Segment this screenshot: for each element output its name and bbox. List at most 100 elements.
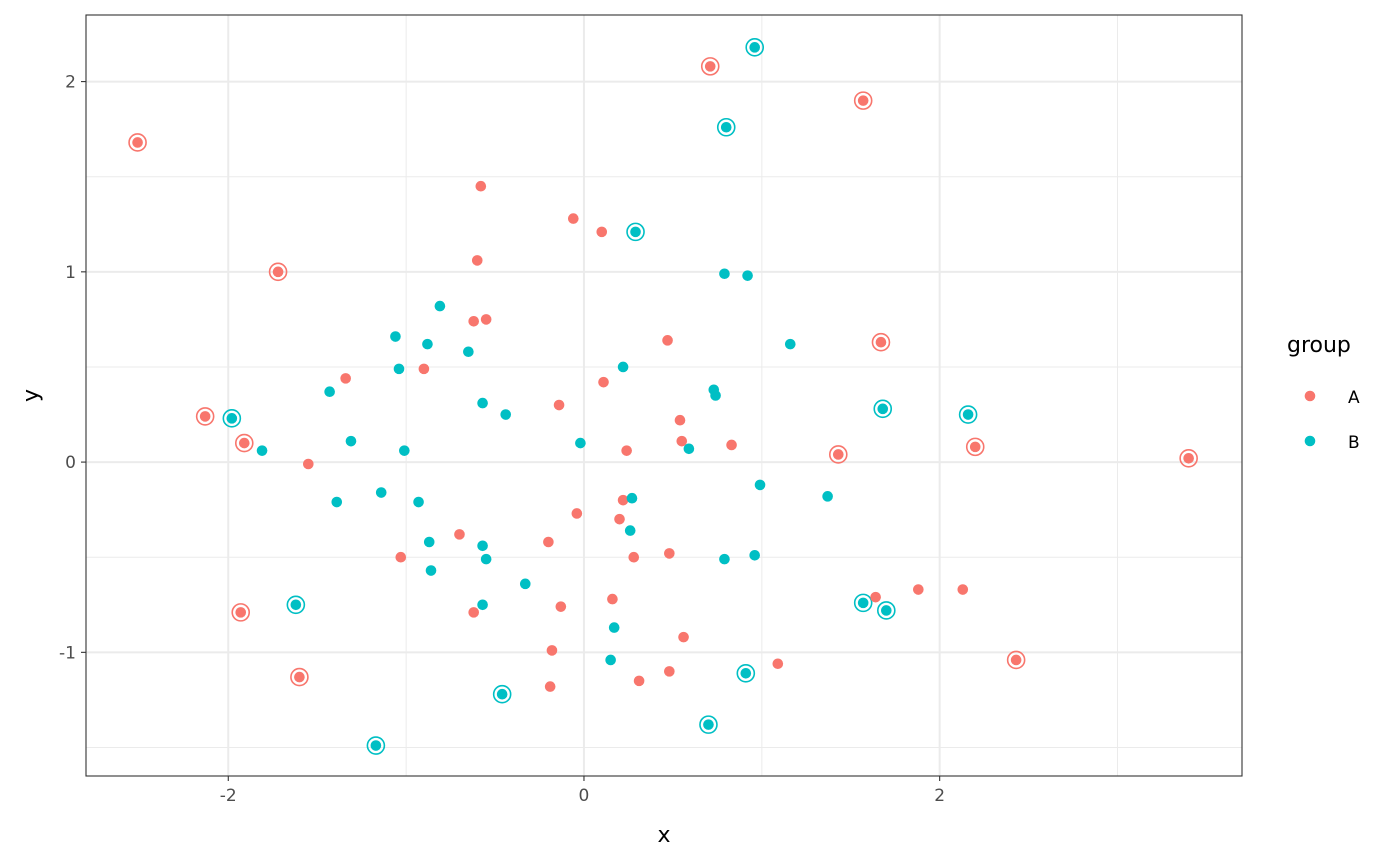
point-b [370, 740, 382, 751]
highlight-ring-b [736, 663, 756, 683]
point-b [463, 346, 474, 358]
highlight-ring-a [234, 433, 254, 453]
point-a [132, 137, 143, 148]
highlight-rings [128, 38, 1198, 755]
highlight-ring-a [231, 603, 251, 622]
point-b [710, 390, 721, 401]
point-b [477, 599, 488, 611]
highlight-ring-b [877, 601, 896, 620]
point-a [454, 529, 465, 540]
point-a [303, 458, 314, 470]
y-axis-ticks: -1 0 1 2 [59, 73, 86, 663]
point-b [740, 667, 752, 679]
point-b [605, 654, 616, 666]
point-b [624, 525, 636, 536]
point-a [664, 548, 675, 559]
point-a [475, 180, 487, 192]
point-a [614, 513, 625, 525]
point-a [676, 435, 688, 447]
point-a [1183, 452, 1194, 464]
highlight-ring-a [1179, 448, 1198, 468]
point-a [480, 314, 492, 325]
highlight-ring-a [828, 445, 848, 464]
point-b [784, 338, 796, 350]
y-tick-label: 2 [65, 73, 76, 93]
point-a [199, 411, 211, 422]
point-a [857, 95, 869, 106]
point-b [962, 409, 974, 420]
point-b [331, 496, 343, 508]
point-b [683, 443, 695, 455]
point-a [957, 584, 969, 595]
highlight-ring-a [268, 262, 288, 282]
point-a [418, 363, 430, 375]
point-b [413, 496, 424, 508]
point-b [857, 597, 869, 609]
y-tick-label: 1 [65, 263, 76, 283]
point-b [345, 435, 357, 447]
x-tick-label: -2 [220, 786, 237, 806]
point-a [553, 399, 565, 411]
point-a [471, 255, 483, 266]
highlight-ring-a [965, 437, 985, 457]
point-b [480, 553, 492, 565]
point-a [567, 213, 579, 224]
point-a [555, 601, 567, 612]
point-a [633, 675, 645, 687]
point-a [726, 439, 737, 451]
y-axis-title: y [19, 389, 44, 402]
point-a [543, 536, 554, 548]
point-b [617, 361, 629, 373]
point-b [375, 487, 387, 498]
highlight-ring-a [128, 133, 147, 152]
point-b [423, 536, 435, 548]
highlight-ring-b [958, 405, 978, 424]
point-b [399, 445, 410, 456]
point-b [496, 688, 508, 700]
highlight-ring-b [699, 715, 718, 734]
point-a [596, 226, 608, 238]
point-a [832, 449, 844, 460]
point-a [772, 658, 784, 670]
point-b [626, 492, 638, 504]
point-a [617, 494, 629, 506]
point-a [870, 591, 881, 603]
point-b [390, 331, 401, 342]
point-a [628, 551, 640, 563]
point-b [720, 121, 732, 133]
minor-gridlines [86, 15, 1242, 776]
highlight-ring-b [492, 684, 512, 704]
point-b [226, 413, 238, 424]
point-a [598, 376, 609, 388]
point-a [969, 441, 981, 453]
x-tick-label: 2 [934, 786, 945, 806]
legend-key-a [1304, 390, 1316, 402]
point-a [571, 508, 583, 519]
point-b [881, 605, 892, 616]
y-tick-label: 0 [65, 453, 76, 473]
highlight-ring-a [195, 407, 215, 426]
point-a [468, 316, 480, 327]
highlight-ring-b [873, 399, 893, 419]
point-b [477, 540, 488, 552]
point-a [704, 61, 716, 72]
point-a [395, 551, 407, 563]
data-points [132, 42, 1194, 751]
highlight-ring-b [853, 593, 873, 613]
point-a [674, 414, 686, 426]
point-b [519, 578, 531, 590]
point-a [544, 681, 556, 692]
point-a [664, 666, 675, 677]
highlight-ring-b [626, 222, 645, 242]
point-a [621, 445, 632, 456]
highlight-ring-b [745, 38, 765, 57]
point-b [324, 386, 335, 397]
point-a [340, 373, 351, 384]
highlight-ring-b [222, 409, 242, 428]
point-b [719, 553, 730, 565]
x-axis-title: x [657, 823, 670, 848]
major-gridlines [86, 15, 1242, 776]
point-a [662, 335, 673, 346]
point-a [678, 631, 689, 643]
